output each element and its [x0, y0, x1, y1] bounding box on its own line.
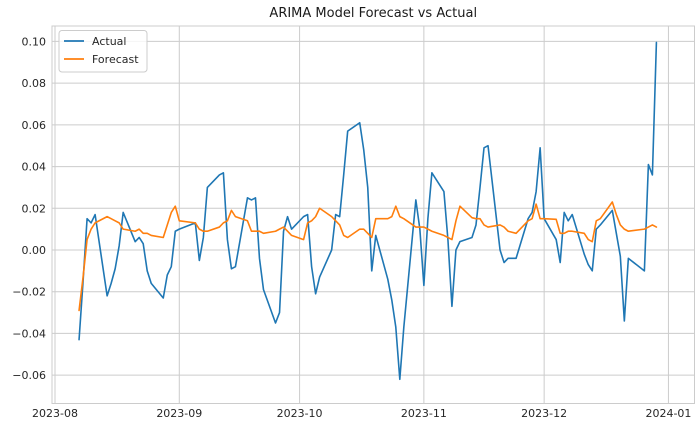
x-tick-label: 2023-08: [32, 407, 78, 420]
y-tick-label: −0.02: [12, 286, 46, 299]
y-tick-label: −0.04: [12, 327, 46, 340]
x-tick-label: 2023-12: [521, 407, 567, 420]
plot-border: [51, 25, 695, 404]
y-tick-label: 0.00: [22, 244, 47, 257]
legend-label-actual: Actual: [92, 35, 126, 48]
y-tick-label: −0.06: [12, 369, 46, 382]
x-tick-label: 2023-11: [401, 407, 447, 420]
legend-label-forecast: Forecast: [92, 53, 139, 66]
y-tick-label: 0.04: [22, 161, 47, 174]
series-line-actual: [78, 41, 658, 381]
series-line-forecast: [78, 201, 658, 312]
y-tick-label: 0.10: [22, 35, 47, 48]
y-tick-label: 0.02: [22, 202, 47, 215]
x-tick-label: 2023-10: [277, 407, 323, 420]
x-tick-label: 2023-09: [156, 407, 202, 420]
y-tick-label: 0.06: [22, 119, 47, 132]
legend: Actual Forecast: [58, 30, 148, 73]
x-tick-label: 2024-01: [645, 407, 691, 420]
chart-title: ARIMA Model Forecast vs Actual: [269, 6, 477, 21]
y-tick-label: 0.08: [22, 77, 47, 90]
